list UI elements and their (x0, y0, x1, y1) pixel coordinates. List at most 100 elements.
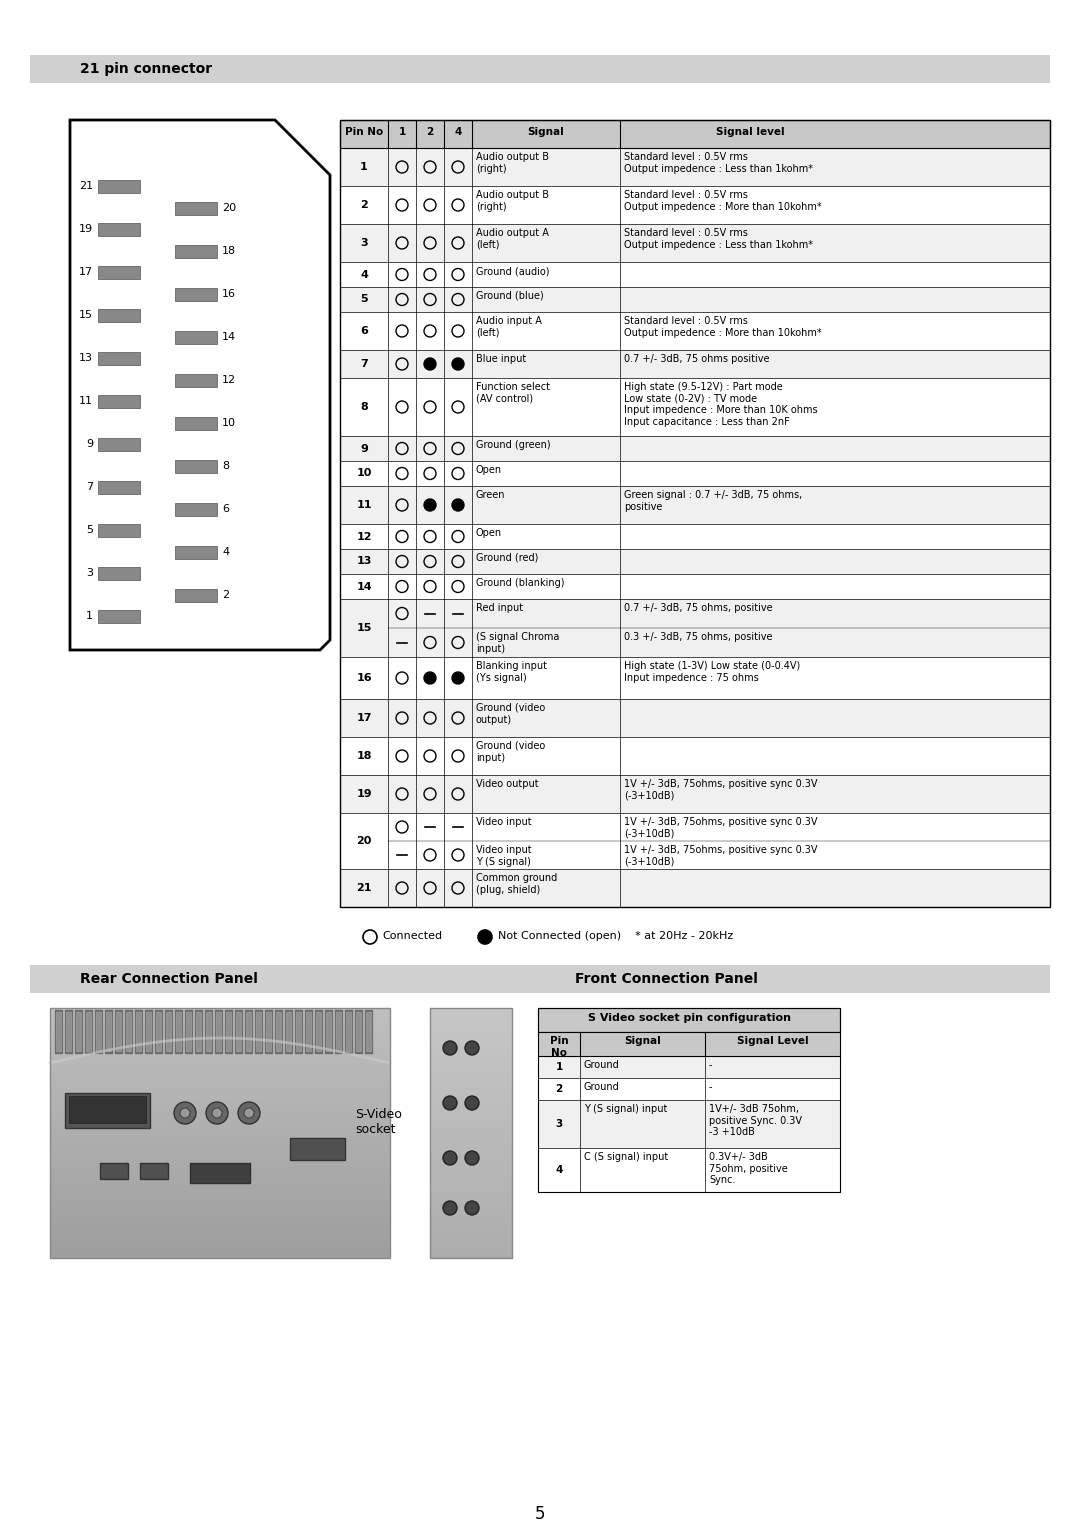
Text: 9: 9 (360, 443, 368, 454)
Circle shape (238, 1102, 260, 1125)
Text: 19: 19 (356, 788, 372, 799)
Bar (291, 1138, 345, 1160)
Text: Signal Level: Signal Level (737, 1036, 808, 1047)
Text: 4: 4 (222, 547, 229, 558)
Text: Blue input: Blue input (476, 354, 526, 364)
Text: Pin No: Pin No (345, 127, 383, 138)
Bar (98, 180, 140, 193)
Text: Ground (green): Ground (green) (476, 440, 551, 451)
Bar (175, 545, 217, 559)
Circle shape (465, 1096, 480, 1109)
Text: 2: 2 (222, 590, 229, 601)
Text: 2: 2 (427, 127, 434, 138)
Bar (175, 287, 217, 301)
Text: Pin
No: Pin No (550, 1036, 568, 1057)
Text: 0.7 +/- 3dB, 75 ohms, positive: 0.7 +/- 3dB, 75 ohms, positive (624, 604, 772, 613)
Bar (538, 1100, 840, 1148)
Bar (98, 439, 140, 451)
Text: 12: 12 (222, 374, 237, 385)
Circle shape (453, 358, 464, 370)
Text: Signal level: Signal level (716, 127, 784, 138)
Circle shape (453, 500, 464, 510)
Text: 1V +/- 3dB, 75ohms, positive sync 0.3V
(-3+10dB): 1V +/- 3dB, 75ohms, positive sync 0.3V (… (624, 845, 818, 866)
Bar (538, 1056, 840, 1077)
Text: Video input: Video input (476, 817, 531, 827)
Bar (98, 266, 140, 280)
Text: 1V +/- 3dB, 75ohms, positive sync 0.3V
(-3+10dB): 1V +/- 3dB, 75ohms, positive sync 0.3V (… (624, 779, 818, 801)
Text: Video output: Video output (476, 779, 539, 788)
Bar (340, 698, 1050, 736)
Text: Standard level : 0.5V rms
Output impedence : Less than 1kohm*: Standard level : 0.5V rms Output impeden… (624, 151, 813, 174)
Bar (175, 374, 217, 387)
Circle shape (443, 1041, 457, 1054)
Text: 3: 3 (555, 1118, 563, 1129)
Bar (340, 186, 1050, 225)
Bar (340, 549, 1050, 575)
Circle shape (465, 1041, 480, 1054)
Text: S-Video
socket: S-Video socket (355, 1108, 402, 1135)
Text: 0.3 +/- 3dB, 75 ohms, positive: 0.3 +/- 3dB, 75 ohms, positive (624, 633, 772, 642)
Bar (175, 417, 217, 429)
Text: Standard level : 0.5V rms
Output impedence : More than 10kohm*: Standard level : 0.5V rms Output impeden… (624, 189, 822, 211)
Text: Green: Green (476, 490, 505, 500)
Bar (140, 1163, 168, 1180)
Text: Signal: Signal (624, 1036, 661, 1047)
Bar (340, 148, 1050, 186)
Bar (175, 503, 217, 516)
Text: (S signal Chroma
input): (S signal Chroma input) (476, 633, 559, 654)
Circle shape (244, 1108, 254, 1118)
Bar (340, 435, 1050, 461)
Text: 3: 3 (86, 568, 93, 578)
Bar (538, 1148, 840, 1192)
Text: 6: 6 (360, 325, 368, 336)
Bar (98, 524, 140, 536)
Circle shape (174, 1102, 195, 1125)
Bar (340, 461, 1050, 486)
Bar (340, 736, 1050, 775)
Text: 15: 15 (79, 310, 93, 319)
Bar (190, 1163, 249, 1183)
Bar (340, 312, 1050, 350)
Text: 16: 16 (222, 289, 237, 299)
Text: 0.7 +/- 3dB, 75 ohms positive: 0.7 +/- 3dB, 75 ohms positive (624, 354, 769, 364)
Bar (430, 1008, 512, 1258)
Text: 1: 1 (399, 127, 406, 138)
Text: Function select
(AV control): Function select (AV control) (476, 382, 550, 403)
Text: 5: 5 (86, 526, 93, 535)
Bar (98, 567, 140, 581)
Text: 4: 4 (360, 269, 368, 280)
Bar (175, 588, 217, 602)
Text: Common ground
(plug, shield): Common ground (plug, shield) (476, 872, 557, 894)
Text: 20: 20 (222, 203, 237, 212)
Text: Not Connected (open)    * at 20Hz - 20kHz: Not Connected (open) * at 20Hz - 20kHz (498, 931, 733, 941)
Text: 13: 13 (356, 556, 372, 567)
Circle shape (206, 1102, 228, 1125)
Text: Audio input A
(left): Audio input A (left) (476, 316, 542, 338)
Text: Ground (red): Ground (red) (476, 553, 538, 562)
Text: 7: 7 (360, 359, 368, 368)
Text: Video input
Y (S signal): Video input Y (S signal) (476, 845, 531, 866)
Text: Audio output B
(right): Audio output B (right) (476, 151, 549, 174)
Text: 13: 13 (79, 353, 93, 364)
Bar (98, 396, 140, 408)
Bar (175, 244, 217, 258)
Circle shape (443, 1096, 457, 1109)
Polygon shape (70, 121, 330, 649)
Bar (175, 202, 217, 215)
Text: Open: Open (476, 529, 502, 538)
Text: 7: 7 (86, 481, 93, 492)
Text: -: - (708, 1060, 713, 1070)
Text: Ground (audio): Ground (audio) (476, 266, 550, 277)
Text: 14: 14 (356, 582, 372, 591)
Bar (98, 351, 140, 365)
Circle shape (478, 931, 492, 944)
Text: 21 pin connector: 21 pin connector (80, 63, 212, 76)
Text: 17: 17 (79, 267, 93, 277)
Text: -: - (708, 1082, 713, 1093)
Text: 20: 20 (356, 836, 372, 847)
Text: 11: 11 (356, 500, 372, 510)
Text: Open: Open (476, 465, 502, 475)
Bar (50, 1008, 390, 1258)
Text: 8: 8 (222, 461, 229, 471)
Bar (340, 575, 1050, 599)
